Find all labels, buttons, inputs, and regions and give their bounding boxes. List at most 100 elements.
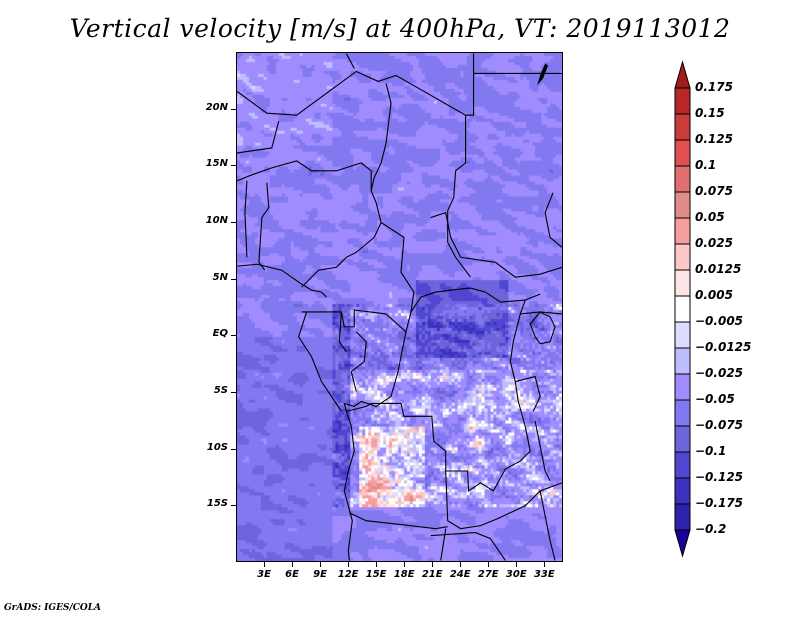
coastline bbox=[237, 263, 327, 298]
x-tick-label: 3E bbox=[257, 569, 271, 580]
x-tick-mark bbox=[488, 562, 490, 567]
colorbar-level-label: −0.2 bbox=[695, 522, 727, 536]
border-line bbox=[539, 490, 556, 561]
lake-nasser bbox=[537, 63, 549, 86]
border-line bbox=[529, 311, 556, 345]
colorbar-level-label: 0.15 bbox=[695, 106, 725, 120]
border-line bbox=[301, 309, 407, 333]
x-tick-label: 9E bbox=[313, 569, 327, 580]
colorbar-level-label: 0.025 bbox=[695, 236, 733, 250]
x-tick-label: 18E bbox=[393, 569, 415, 580]
colorbar-swatch bbox=[674, 269, 691, 297]
country-borders bbox=[237, 53, 562, 561]
border-line bbox=[338, 311, 347, 353]
y-tick-label: 10N bbox=[205, 215, 228, 226]
border-line bbox=[370, 83, 392, 191]
x-tick-label: 30E bbox=[505, 569, 527, 580]
border-line bbox=[350, 331, 367, 392]
colorbar-swatch bbox=[674, 243, 691, 271]
colorbar-level-label: −0.125 bbox=[695, 470, 744, 484]
colorbar-level-label: −0.05 bbox=[695, 392, 735, 406]
chart-title: Vertical velocity [m/s] at 400hPa, VT: 2… bbox=[69, 14, 731, 43]
colorbar-level-label: −0.0125 bbox=[695, 340, 752, 354]
y-tick-label: 15N bbox=[205, 158, 228, 170]
colorbar-swatch bbox=[674, 477, 691, 505]
y-tick-mark bbox=[231, 222, 236, 223]
colorbar-swatch bbox=[674, 113, 691, 141]
colorbar-swatch bbox=[674, 321, 691, 349]
x-tick-mark bbox=[376, 562, 378, 567]
border-line bbox=[509, 299, 531, 452]
y-tick-label: EQ bbox=[212, 328, 228, 340]
border-line bbox=[301, 190, 382, 288]
border-line bbox=[345, 53, 355, 69]
x-tick-label: 12E bbox=[337, 569, 359, 580]
y-tick-label: 5N bbox=[212, 271, 228, 283]
x-tick-mark bbox=[516, 562, 518, 567]
border-line bbox=[515, 375, 541, 412]
border-line bbox=[349, 512, 448, 530]
colorbar-level-label: 0.125 bbox=[695, 132, 733, 146]
border-line bbox=[380, 222, 415, 332]
colorbar-level-label: −0.025 bbox=[695, 366, 744, 380]
border-line bbox=[237, 160, 372, 191]
border-line bbox=[430, 532, 506, 561]
x-tick-label: 24E bbox=[449, 569, 471, 580]
colorbar-level-label: −0.175 bbox=[695, 496, 744, 510]
colorbar-swatch bbox=[674, 165, 691, 193]
border-line bbox=[440, 528, 447, 561]
y-tick-mark bbox=[231, 505, 236, 507]
vertical-velocity-field bbox=[237, 53, 562, 561]
x-tick-mark bbox=[404, 562, 406, 567]
x-tick-mark bbox=[460, 562, 462, 567]
border-line bbox=[544, 192, 562, 248]
colorbar-top-triangle bbox=[674, 60, 691, 89]
x-tick-mark bbox=[320, 562, 322, 567]
colorbar-swatch bbox=[674, 503, 691, 531]
x-tick-label: 6E bbox=[285, 569, 299, 580]
border-line bbox=[237, 53, 475, 116]
border-line bbox=[346, 402, 531, 492]
border-line bbox=[447, 115, 471, 278]
border-line bbox=[343, 331, 407, 412]
colorbar bbox=[674, 60, 691, 558]
colorbar-swatch bbox=[674, 399, 691, 427]
border-line bbox=[258, 182, 270, 271]
y-tick-label: 20N bbox=[205, 101, 228, 113]
colorbar-swatch bbox=[674, 87, 691, 115]
colorbar-swatch bbox=[674, 451, 691, 479]
colorbar-level-label: −0.075 bbox=[695, 418, 744, 432]
border-line bbox=[534, 421, 551, 482]
x-tick-mark bbox=[544, 562, 546, 567]
x-tick-label: 33E bbox=[533, 569, 555, 580]
colorbar-swatch bbox=[674, 347, 691, 375]
y-tick-mark bbox=[231, 165, 236, 167]
y-tick-label: 10S bbox=[206, 441, 228, 453]
coastline bbox=[298, 311, 342, 412]
coastline bbox=[343, 411, 355, 561]
x-tick-mark bbox=[432, 562, 434, 567]
y-tick-label: 15S bbox=[206, 498, 228, 510]
colorbar-bottom-triangle bbox=[674, 529, 691, 558]
border-line bbox=[445, 470, 562, 530]
colorbar-swatch bbox=[674, 425, 691, 453]
y-tick-mark bbox=[231, 392, 236, 393]
colorbar-level-label: 0.075 bbox=[695, 184, 733, 198]
colorbar-level-label: 0.005 bbox=[695, 288, 733, 302]
y-tick-mark bbox=[231, 335, 236, 337]
colorbar-level-label: 0.0125 bbox=[695, 262, 742, 276]
colorbar-level-label: −0.005 bbox=[695, 314, 744, 328]
colorbar-swatch bbox=[674, 373, 691, 401]
y-tick-mark bbox=[231, 448, 236, 450]
colorbar-swatch bbox=[674, 217, 691, 245]
border-line bbox=[237, 121, 280, 154]
border-line bbox=[244, 180, 248, 258]
x-tick-label: 15E bbox=[365, 569, 387, 580]
colorbar-level-label: −0.1 bbox=[695, 444, 727, 458]
border-line bbox=[430, 211, 562, 278]
x-tick-label: 27E bbox=[477, 569, 499, 580]
border-line bbox=[410, 287, 541, 313]
colorbar-swatch bbox=[674, 191, 691, 219]
y-tick-mark bbox=[231, 278, 236, 280]
colorbar-level-label: 0.1 bbox=[695, 158, 717, 172]
